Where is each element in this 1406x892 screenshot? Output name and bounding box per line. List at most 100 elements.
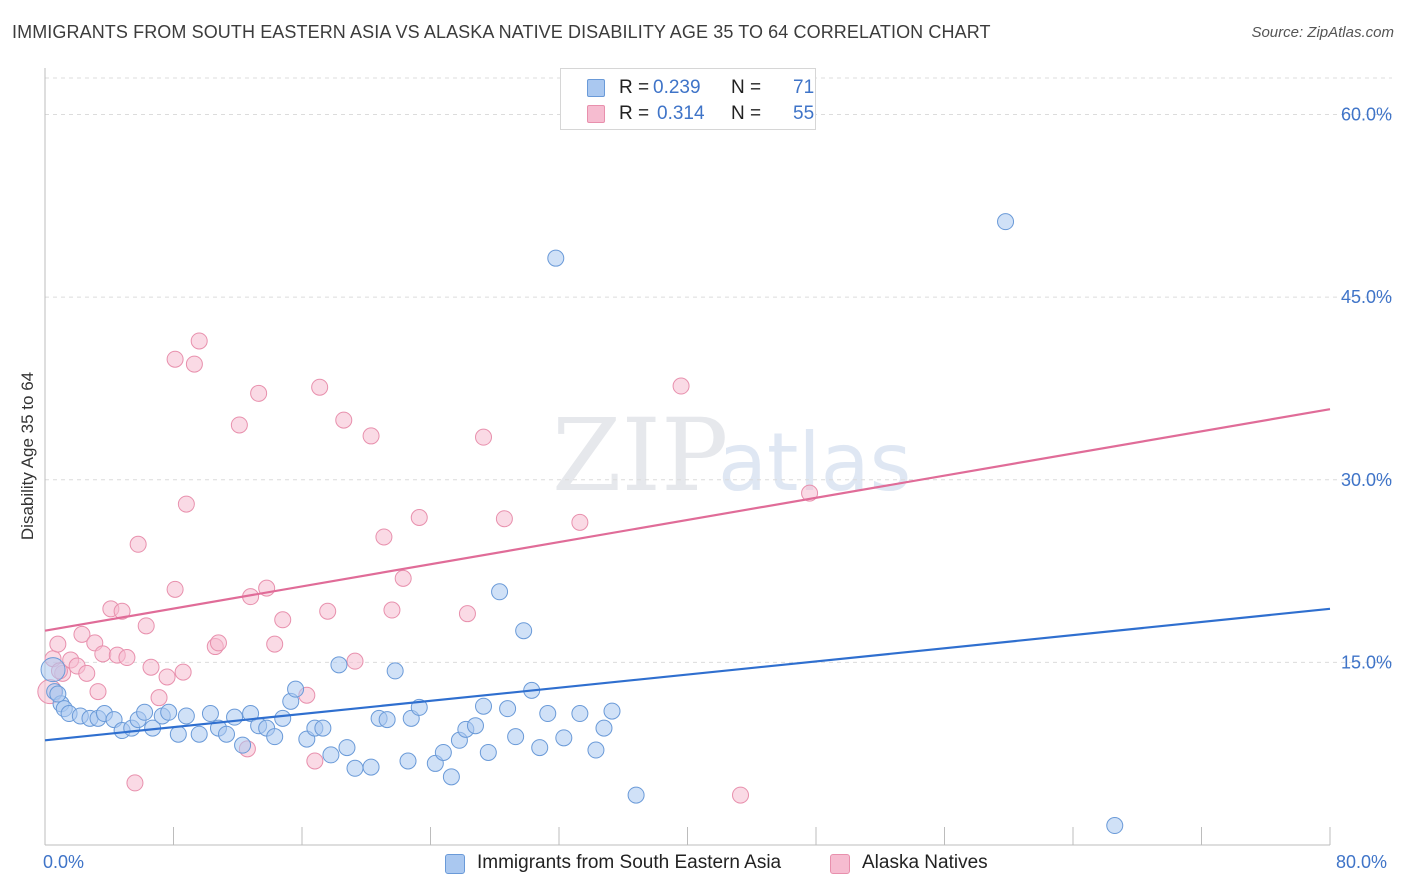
alaska-natives-point (166, 580, 184, 598)
alaska-natives-point (142, 658, 160, 676)
gridlines (45, 77, 1392, 663)
alaska-natives-point (118, 649, 136, 667)
immigrants-point (479, 743, 497, 761)
immigrants-points (40, 213, 1124, 835)
immigrants-point (136, 703, 154, 721)
legend-r-label: R = (619, 77, 650, 98)
immigrants-point (362, 758, 380, 776)
legend-n-value: 55 (793, 103, 815, 124)
watermark-zip: ZIP (552, 397, 728, 514)
immigrants-point (226, 708, 244, 726)
legend-n-label: N = (731, 103, 762, 124)
immigrants-point (539, 705, 557, 723)
alaska-natives-point (89, 683, 107, 701)
alaska-natives-point (410, 509, 428, 527)
source-label: Source: ZipAtlas.com (1251, 24, 1394, 41)
alaska-natives-point (166, 350, 184, 368)
immigrants-point (201, 705, 219, 723)
y-tick-label: 60.0% (1341, 105, 1392, 125)
alaska-natives-point (319, 602, 337, 620)
immigrants-point (242, 705, 260, 723)
immigrants-point (1106, 817, 1124, 835)
alaska-natives-point (571, 513, 589, 531)
alaska-natives-point (475, 428, 493, 446)
watermark: ZIP atlas (552, 397, 911, 514)
immigrants-point (595, 719, 613, 737)
immigrants-point (234, 736, 252, 754)
alaska-natives-point (230, 416, 248, 434)
immigrants-point (40, 657, 66, 683)
immigrants-point (571, 705, 589, 723)
y-tick-label: 15.0% (1341, 652, 1392, 672)
immigrants-point (587, 741, 605, 759)
bottom-legend-swatch-pink (830, 854, 850, 874)
immigrants-point (169, 725, 187, 743)
immigrants-point (531, 739, 549, 757)
immigrants-point (399, 752, 417, 770)
alaska-natives-point (375, 528, 393, 546)
immigrants-point (491, 583, 509, 601)
immigrants-point (386, 662, 404, 680)
y-axis-title: Disability Age 35 to 64 (18, 372, 37, 540)
bottom-legend-label: Immigrants from South Eastern Asia (477, 852, 782, 873)
alaska-natives-point (94, 645, 112, 663)
immigrants-trend-line (44, 607, 1331, 742)
stats-legend: R = 0.239 N = 71 R = 0.314 N = 55 (560, 68, 816, 130)
alaska-natives-point (335, 411, 353, 429)
alaska-natives-point (190, 332, 208, 350)
alaska-natives-point (174, 663, 192, 681)
bottom-legend-label: Alaska Natives (862, 852, 988, 873)
alaska-natives-point (383, 601, 401, 619)
immigrants-point (475, 697, 493, 715)
legend-n-value: 71 (793, 77, 815, 98)
alaska-natives-point (177, 495, 195, 513)
alaska-natives-point (113, 602, 131, 620)
bottom-legend-swatch-blue (445, 854, 465, 874)
immigrants-point (555, 729, 573, 747)
immigrants-point (378, 711, 396, 729)
axes (44, 68, 1331, 846)
immigrants-point (338, 739, 356, 757)
alaska-natives-point (274, 611, 292, 629)
alaska-natives-point (209, 634, 227, 652)
legend-r-value: 0.239 (653, 77, 701, 98)
immigrants-point (997, 213, 1015, 231)
alaska-natives-point (306, 752, 324, 770)
immigrants-point (322, 746, 340, 764)
alaska-natives-point (495, 510, 513, 528)
y-tick-label: 45.0% (1341, 287, 1392, 307)
alaska-natives-point (732, 786, 750, 804)
immigrants-point (49, 685, 67, 703)
alaska-natives-point (266, 635, 284, 653)
alaska-natives-point (150, 689, 168, 707)
alaska-natives-point (362, 427, 380, 445)
alaska-natives-point (458, 605, 476, 623)
legend-swatch-pink (587, 105, 605, 123)
immigrants-point (346, 759, 364, 777)
alaska-natives-point (250, 384, 268, 402)
alaska-natives-point (73, 625, 91, 643)
alaska-natives-point (158, 668, 176, 686)
immigrants-point (547, 249, 565, 267)
alaska-natives-point (129, 535, 147, 553)
x-tick-min: 0.0% (43, 852, 85, 872)
immigrants-point (330, 656, 348, 674)
immigrants-point (515, 622, 533, 640)
legend-r-label: R = (619, 103, 650, 124)
immigrants-point (190, 725, 208, 743)
alaska-natives-point (78, 664, 96, 682)
immigrants-point (314, 719, 332, 737)
immigrants-point (274, 709, 292, 727)
alaska-natives-point (126, 774, 144, 792)
legend-swatch-blue (587, 79, 605, 97)
immigrants-point (627, 786, 645, 804)
immigrants-point (499, 700, 517, 718)
y-tick-label: 30.0% (1341, 470, 1392, 490)
immigrants-point (287, 680, 305, 698)
alaska-natives-point (346, 652, 364, 670)
trend-lines (44, 408, 1331, 742)
immigrants-point (603, 702, 621, 720)
immigrants-point (218, 725, 236, 743)
legend-r-value: 0.314 (657, 103, 705, 124)
immigrants-point (507, 728, 525, 746)
